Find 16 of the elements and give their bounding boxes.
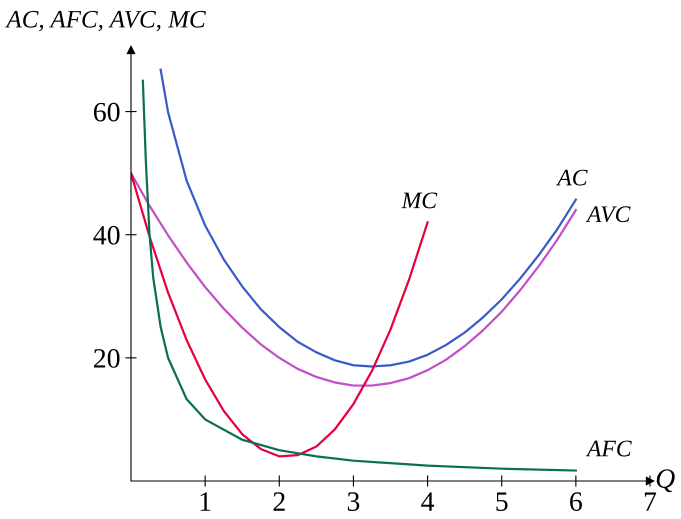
series-label: AVC xyxy=(586,206,631,222)
y-tick-label: 60 xyxy=(94,102,120,122)
series-label: AC xyxy=(556,170,588,186)
x-tick-label: 2 xyxy=(274,492,285,511)
y-axis-title: AC, AFC, AVC, MC xyxy=(5,10,206,32)
y-tick-label: 20 xyxy=(94,349,120,368)
x-tick-label: 7 xyxy=(644,492,656,511)
x-tick-label: 1 xyxy=(200,492,210,511)
x-axis-title: Q xyxy=(656,469,675,492)
x-tick-label: 4 xyxy=(421,492,434,511)
x-tick-label: 6 xyxy=(570,492,582,511)
y-tick-label: 40 xyxy=(93,226,120,245)
series-label: AFC xyxy=(586,440,632,456)
series-label: MC xyxy=(401,192,438,208)
x-tick-label: 3 xyxy=(348,492,360,511)
x-tick-label: 5 xyxy=(496,492,508,511)
